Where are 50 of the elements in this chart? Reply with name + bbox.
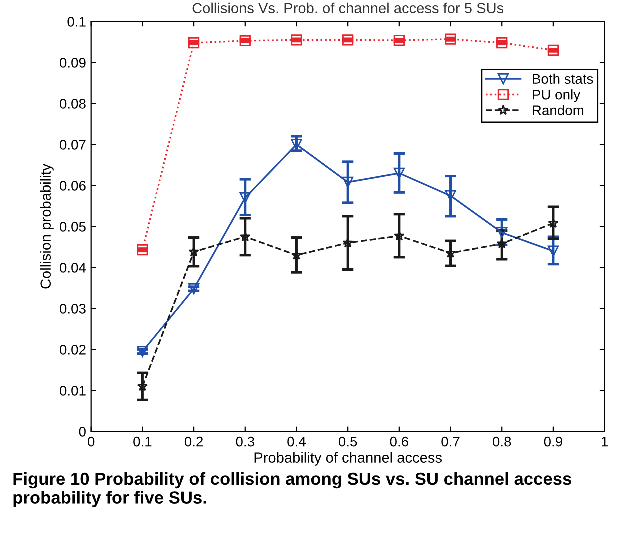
y-axis-title: Collision probability <box>40 164 54 289</box>
point <box>394 35 405 46</box>
point <box>188 283 200 295</box>
y-tick-label: 0.08 <box>60 99 86 109</box>
point <box>445 34 456 45</box>
point <box>291 34 302 46</box>
x-tick-label: 0.6 <box>390 436 408 447</box>
x-axis-title: Probability of channel access <box>254 452 442 466</box>
point <box>240 35 251 47</box>
point <box>342 238 354 248</box>
x-tick-label: 0.4 <box>288 436 306 447</box>
point <box>342 176 354 188</box>
x-tick-label: 0.1 <box>134 436 152 447</box>
y-tick-label: 0.03 <box>60 304 86 314</box>
point <box>496 238 508 249</box>
y-tick-label: 0.06 <box>60 181 86 191</box>
point <box>137 244 148 256</box>
point <box>188 37 200 49</box>
point <box>496 227 508 238</box>
y-tick-label: 0.04 <box>60 263 86 273</box>
legend-label: PU only <box>533 90 581 102</box>
y-tick-label: 0.1 <box>68 17 86 27</box>
x-tick-label: 0.9 <box>544 436 562 447</box>
x-tick-label: 1 <box>602 437 608 447</box>
y-tick-label: 0.05 <box>60 222 86 232</box>
legend-label: Random <box>533 105 584 116</box>
y-tick-label: 0.09 <box>60 58 86 68</box>
caption: Figure 10 Probability of collision among SUs vs. SU channel access probability for five SUs. <box>14 472 572 508</box>
x-tick-label: 0.7 <box>442 436 460 447</box>
x-tick-label: 0.2 <box>184 436 203 447</box>
point <box>240 231 251 242</box>
y-tick-label: 0.02 <box>60 345 86 355</box>
point <box>394 230 405 241</box>
point <box>548 44 560 56</box>
legend-label: Both stats <box>533 74 594 84</box>
x-tick-label: 0.8 <box>493 436 512 447</box>
chart-title: Collisions Vs. Prob. of channel access for 5 SUs <box>192 2 504 14</box>
point <box>548 246 560 257</box>
y-tick-label: 0 <box>79 427 86 437</box>
point <box>342 34 354 46</box>
x-tick-label: 0.5 <box>338 436 358 447</box>
point <box>291 139 302 150</box>
y-tick-label: 0.07 <box>60 140 86 150</box>
point <box>240 192 251 204</box>
x-tick-label: 0 <box>88 436 95 447</box>
point <box>188 246 200 257</box>
point <box>394 168 405 179</box>
x-tick-label: 0.3 <box>236 436 254 447</box>
point <box>496 37 508 49</box>
y-tick-label: 0.01 <box>60 386 86 396</box>
